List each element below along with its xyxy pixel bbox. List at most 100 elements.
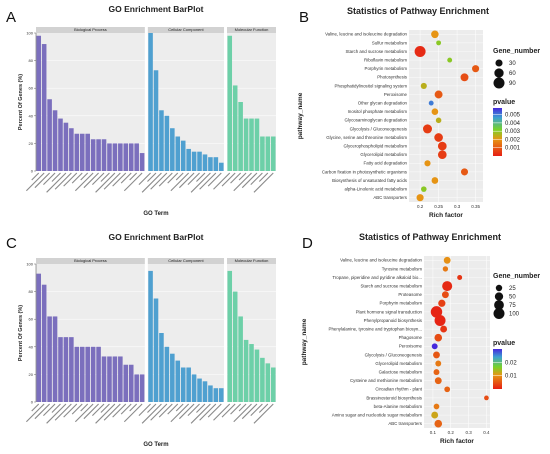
- data-point: [414, 46, 426, 57]
- pathway-label: Fatty acid degradation: [364, 161, 408, 166]
- data-point: [440, 325, 448, 333]
- data-point: [424, 160, 431, 167]
- facet-biological-process: Biological Process: [25, 258, 145, 424]
- go-term-label-text: [74, 172, 94, 192]
- bar: [123, 364, 129, 402]
- data-point: [436, 40, 442, 46]
- color-legend-title: pvalue: [493, 340, 515, 347]
- data-point: [438, 299, 446, 307]
- go-term-label-text: [167, 403, 179, 415]
- facet-strip-label: Cellular Component: [168, 27, 204, 32]
- go-term-label-text: [196, 172, 206, 182]
- bar: [148, 270, 153, 402]
- bar: [74, 346, 80, 402]
- y-axis-label: Percent Of Genes (%): [18, 305, 24, 361]
- go-term-label-text: [100, 172, 110, 182]
- go-term-label-text: [141, 172, 162, 193]
- bar: [90, 346, 96, 402]
- bar: [36, 273, 42, 402]
- pathway-label: Other glycan degradation: [358, 101, 408, 106]
- y-tick-label: 20: [29, 372, 34, 377]
- panel-label-b: B: [299, 9, 309, 26]
- pathway-label: Sulfur metabolism: [372, 40, 407, 45]
- bar: [118, 356, 123, 402]
- bar: [41, 44, 47, 171]
- bar: [180, 367, 186, 402]
- color-legend-label: 0.002: [505, 137, 521, 143]
- go-term-label-text: [230, 172, 242, 184]
- y-axis-label: Percent Of Genes (%): [18, 74, 24, 130]
- pathway-label: alpha-Linolenic acid metabolism: [345, 187, 408, 192]
- go-term-label-text: [74, 403, 94, 423]
- go-term-label-text: [123, 403, 143, 423]
- go-term-label-text: [230, 403, 242, 415]
- bar: [202, 381, 208, 402]
- x-tick-label: 0.35: [471, 204, 480, 209]
- go-term-label-text: [83, 403, 99, 420]
- facet-strip-label: Biological Process: [74, 27, 107, 32]
- facet-cellular-component: Cellular Component: [138, 258, 225, 424]
- go-term-label-text: [207, 172, 222, 187]
- data-point: [433, 403, 440, 410]
- pathway-label: Glycerolipid metabolism: [360, 152, 407, 157]
- y-tick-label: 80: [29, 289, 34, 294]
- go-term-label-text: [241, 172, 258, 189]
- go-term-label-text: [179, 172, 195, 189]
- data-point: [437, 141, 447, 151]
- go-term-label-text: [71, 172, 83, 184]
- bar: [96, 346, 101, 402]
- bar: [101, 356, 107, 402]
- chart-title: GO Enrichment BarPlot: [109, 4, 204, 14]
- data-point: [437, 150, 447, 160]
- bar: [186, 148, 191, 171]
- pathway-label: Tyrosine metabolism: [382, 266, 423, 271]
- bar: [208, 385, 213, 402]
- pathway-label: Biosynthesis of unsaturated fatty acids: [332, 178, 408, 183]
- size-legend-dot: [493, 308, 505, 319]
- data-point: [430, 306, 443, 318]
- go-term-label-text: [80, 403, 89, 412]
- facet-strip-label: Molecular Function: [235, 27, 269, 32]
- go-term-label-text: [92, 172, 105, 186]
- data-point: [441, 291, 449, 299]
- facet-strip: [36, 258, 145, 264]
- facet-strip: [227, 27, 276, 33]
- bar: [41, 284, 47, 402]
- go-term-label-text: [253, 172, 274, 193]
- data-point: [431, 343, 438, 350]
- bar: [52, 316, 58, 402]
- go-term-label-text: [221, 172, 236, 187]
- bar: [58, 118, 63, 171]
- panel-label-a: A: [6, 9, 16, 26]
- data-point: [431, 411, 439, 419]
- bar: [159, 333, 164, 402]
- go-term-label-text: [103, 403, 121, 421]
- bar: [191, 151, 197, 171]
- go-term-label-text: [112, 403, 127, 418]
- data-point: [434, 333, 443, 342]
- pathway-scatter-b: Statistics of Pathway Enrichment 0.2 0.25 0…: [297, 6, 540, 219]
- go-term-label-text: [103, 172, 121, 190]
- y-tick-label: 0: [31, 400, 34, 405]
- go-term-label-text: [250, 403, 263, 417]
- facet-strip: [147, 27, 225, 33]
- bar: [243, 118, 249, 171]
- size-legend-label: 75: [509, 303, 516, 309]
- bar: [159, 110, 164, 171]
- chart-title: Statistics of Pathway Enrichment: [347, 6, 489, 16]
- go-term-label-text: [51, 172, 61, 182]
- bar: [52, 110, 58, 171]
- data-point: [434, 315, 446, 326]
- go-term-label-text: [187, 172, 200, 186]
- go-term-label-text: [147, 403, 157, 413]
- size-legend-dot: [494, 292, 504, 301]
- pathway-label: Amino sugar and nucleotide sugar metabol…: [332, 413, 423, 418]
- pathway-label: Circadian rhythm - plant: [375, 387, 422, 392]
- bar: [123, 143, 129, 171]
- bar: [265, 136, 271, 171]
- bar: [208, 157, 213, 171]
- go-term-label-text: [46, 172, 67, 193]
- pathway-label: Brassinosteroid biosynthesis: [366, 395, 422, 400]
- panel-label-d: D: [302, 235, 313, 252]
- bar: [96, 139, 101, 171]
